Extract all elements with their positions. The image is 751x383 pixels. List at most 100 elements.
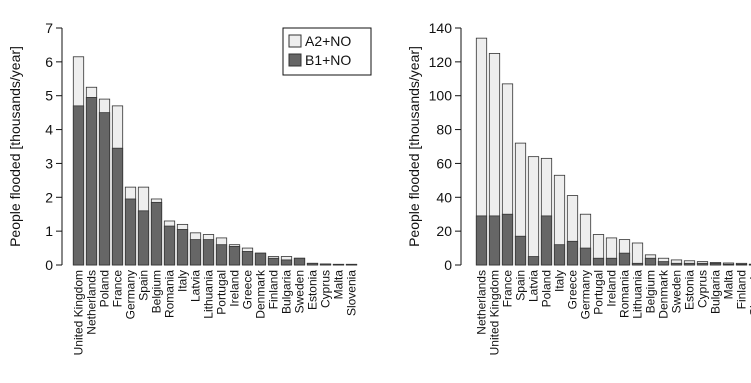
y-tick-label: 140 [429,20,453,36]
x-tick-label: Netherlands [85,270,99,335]
x-tick-label: Malta [722,270,736,300]
bar [631,262,644,266]
bar [111,147,124,266]
x-tick-label: Belgium [644,270,658,313]
x-tick-label: Portugal [215,270,229,315]
x-tick-label: Lithuania [202,270,216,319]
bar [124,198,137,266]
bar [202,239,215,266]
x-tick-label: Greece [566,270,580,310]
x-tick-label: Malta [332,270,346,300]
bar [514,235,527,266]
y-tick-label: 5 [45,88,53,104]
bar [475,215,488,266]
bar [683,262,696,266]
x-tick-label: United Kingdom [488,270,502,355]
bar [696,262,709,266]
bar [72,105,85,266]
bar [254,252,267,266]
bar [280,259,293,266]
x-tick-label: France [501,270,515,308]
x-tick-label: Slovenia [345,270,359,316]
bar [85,97,98,266]
bar [527,156,540,266]
bar [618,252,631,266]
bar [605,257,618,266]
x-tick-label: Latvia [527,270,541,302]
y-tick-label: 120 [429,54,453,70]
y-tick-label: 100 [429,88,453,104]
bar [657,261,670,266]
x-tick-label: Cyprus [319,270,333,308]
x-tick-label: Slovenia [748,270,751,316]
x-tick-label: Estonia [683,270,697,310]
legend-swatch [288,53,302,67]
x-tick-label: Germany [579,270,593,319]
bar [735,263,748,266]
x-tick-label: Latvia [189,270,203,302]
x-tick-label: Denmark [254,269,268,319]
y-tick-label: 0 [444,257,452,273]
bar [189,239,202,266]
bar [98,112,111,266]
bar [501,213,514,266]
bar [722,263,735,266]
y-axis-label: People flooded [thousands/year] [406,46,422,247]
bar [306,262,319,266]
x-tick-label: Belgium [150,270,164,313]
bar [241,251,254,266]
y-tick-label: 20 [436,223,452,239]
x-tick-label: Sweden [670,270,684,313]
bar [345,263,358,266]
x-tick-label: Poland [98,270,112,307]
bar [553,244,566,266]
x-tick-label: Lithuania [631,270,645,319]
y-tick-label: 40 [436,189,452,205]
bar [670,262,683,266]
x-tick-label: Romania [618,270,632,318]
legend-label: A2+NO [305,33,351,49]
bar [293,257,306,266]
x-tick-label: Estonia [306,270,320,310]
y-tick-label: 3 [45,155,53,171]
bar [644,257,657,266]
bar [163,225,176,266]
y-tick-label: 60 [436,155,452,171]
y-tick-label: 2 [45,189,53,205]
bar [709,262,722,266]
bar [228,245,241,266]
y-tick-label: 1 [45,223,53,239]
x-tick-label: Spain [514,270,528,301]
y-axis-label: People flooded [thousands/year] [7,46,23,247]
bar [267,257,280,266]
bar [592,257,605,266]
bar [488,215,501,266]
x-tick-label: United Kingdom [72,270,86,355]
bar [527,256,540,266]
bar [631,242,644,266]
bar [150,201,163,266]
x-tick-label: Netherlands [475,270,489,335]
bar [566,240,579,266]
x-tick-label: Bulgaria [709,270,723,314]
x-tick-label: Italy [553,270,567,292]
bar [319,263,332,266]
x-tick-label: Bulgaria [280,270,294,314]
y-tick-label: 80 [436,122,452,138]
y-tick-label: 4 [45,122,53,138]
x-tick-label: Finland [267,270,281,309]
x-tick-label: Finland [735,270,749,309]
x-tick-label: Sweden [293,270,307,313]
x-tick-label: Ireland [605,270,619,307]
x-tick-label: Poland [540,270,554,307]
legend-swatch [288,34,302,48]
x-tick-label: Spain [137,270,151,301]
bar [579,247,592,266]
x-tick-label: France [111,270,125,308]
y-tick-label: 6 [45,54,53,70]
bar [137,210,150,266]
x-tick-label: Italy [176,270,190,292]
x-tick-label: Germany [124,270,138,319]
x-tick-label: Cyprus [696,270,710,308]
